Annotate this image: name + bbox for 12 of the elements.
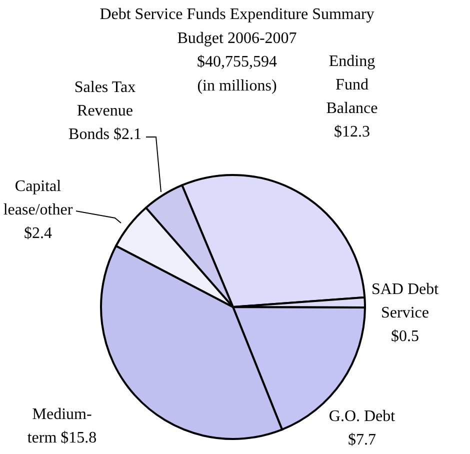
slice-label: SAD Debt Service xyxy=(371,281,440,322)
slice-label: Capital lease/other xyxy=(3,178,74,219)
slice-label: Medium-term $15.8 xyxy=(27,406,97,447)
data-label: $7.7 xyxy=(348,432,376,449)
chart-title: Debt Service Funds Expenditure Summary Budget 2006-2007 xyxy=(100,6,374,47)
slice-label: Sales Tax Revenue Bonds $2.1 xyxy=(68,79,142,144)
data-label: $12.3 xyxy=(334,124,370,141)
text: $40,755,594 (in millions) xyxy=(197,54,277,94)
slice-label: G.O. Debt xyxy=(328,408,396,426)
slice-label: Ending Fund Balance xyxy=(326,53,378,118)
data-label: $2.4 xyxy=(24,225,52,242)
data-label: $0.5 xyxy=(391,328,419,346)
